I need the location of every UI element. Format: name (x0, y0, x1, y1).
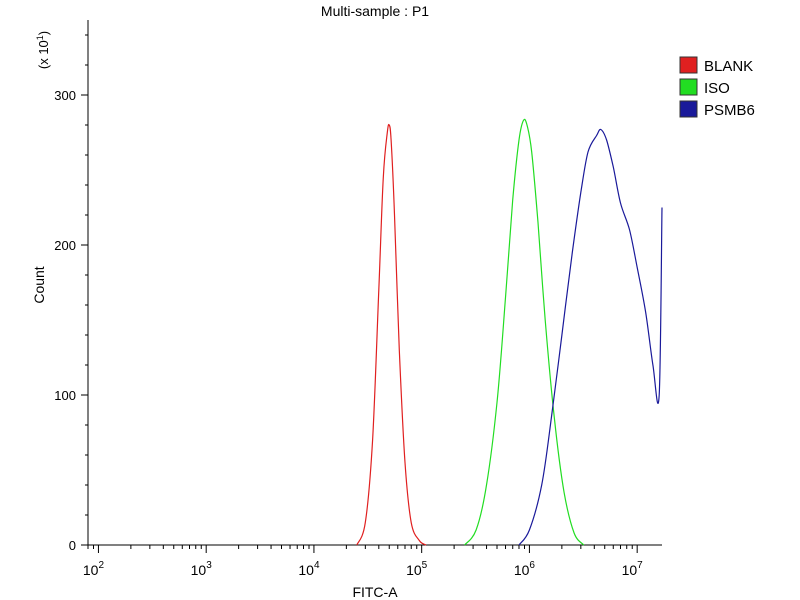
x-tick-label: 107 (622, 560, 644, 578)
y-tick-label: 100 (54, 388, 76, 403)
x-tick-label: 102 (83, 560, 105, 578)
y-axis-label: Count (31, 266, 47, 303)
axes: 0 100 200 300 102 103 104 105 106 107 (54, 20, 662, 578)
legend-label-iso: ISO (704, 80, 730, 97)
legend-label-psmb6: PSMB6 (704, 102, 755, 119)
series-line-psmb6 (518, 128, 663, 546)
x-tick-label: 106 (514, 560, 536, 578)
x-tick-label: 103 (191, 560, 213, 578)
x-tick-label: 105 (406, 560, 428, 578)
legend-swatch-psmb6 (679, 100, 698, 118)
y-tick-label: 0 (69, 538, 76, 553)
series-line-blank (356, 123, 427, 546)
x-tick-label: 104 (298, 560, 320, 578)
legend: BLANK ISO PSMB6 (679, 56, 755, 119)
series-line-iso (464, 118, 585, 546)
chart-title: Multi-sample : P1 (321, 3, 429, 19)
y-tick-label: 300 (54, 88, 76, 103)
y-tick-label: 200 (54, 238, 76, 253)
axis-labels: Multi-sample : P1 FITC-A Count (x 101) (31, 3, 429, 600)
legend-label-blank: BLANK (704, 58, 753, 75)
series-curves (356, 118, 663, 546)
x-axis-label: FITC-A (352, 584, 398, 600)
y-axis-multiplier: (x 101) (35, 31, 51, 69)
legend-swatch-blank (679, 56, 698, 74)
legend-swatch-iso (679, 78, 698, 96)
